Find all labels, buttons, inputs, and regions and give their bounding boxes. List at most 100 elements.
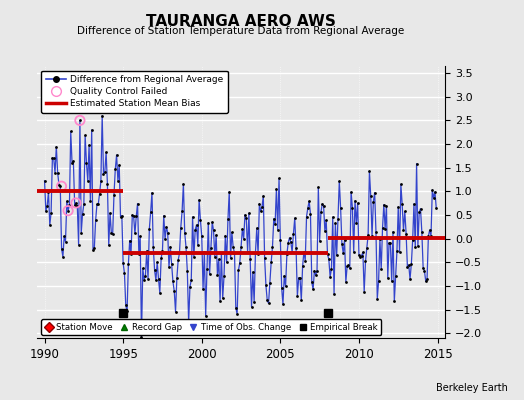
Point: [423, 276, 431, 282]
Point: [304, 205, 312, 211]
Point: [305, 198, 313, 204]
Point: [77, 230, 85, 236]
Point: [419, 264, 428, 271]
Point: [372, 229, 380, 236]
Point: [266, 280, 274, 286]
Point: [431, 188, 439, 195]
Point: [141, 272, 150, 279]
Point: [179, 181, 188, 187]
Point: [401, 208, 409, 214]
Point: [302, 213, 311, 220]
Point: [213, 272, 222, 279]
Point: [420, 268, 429, 274]
Point: [234, 267, 243, 274]
Point: [247, 304, 256, 310]
Point: [309, 286, 318, 293]
Point: [329, 214, 337, 220]
Point: [281, 283, 290, 290]
Point: [199, 286, 208, 292]
Point: [414, 243, 422, 249]
Point: [236, 260, 244, 266]
Point: [126, 237, 134, 244]
Point: [212, 232, 221, 238]
Point: [165, 264, 173, 271]
Point: [334, 216, 342, 222]
Point: [363, 244, 371, 251]
Point: [293, 293, 302, 299]
Point: [283, 251, 291, 257]
Point: [377, 266, 386, 272]
Point: [182, 244, 190, 250]
Point: [192, 222, 201, 228]
Point: [127, 251, 135, 258]
Point: [123, 308, 132, 315]
Point: [357, 252, 366, 259]
Point: [114, 177, 122, 184]
Point: [348, 204, 357, 211]
Point: [145, 226, 154, 232]
Point: [121, 270, 129, 276]
Point: [177, 224, 185, 231]
Point: [55, 182, 63, 188]
Point: [300, 248, 308, 255]
Point: [286, 235, 294, 241]
Point: [365, 168, 374, 175]
Point: [241, 212, 249, 218]
Point: [122, 302, 130, 308]
Point: [217, 250, 226, 256]
Point: [63, 198, 71, 204]
Point: [88, 127, 96, 133]
Point: [263, 297, 271, 304]
Point: [276, 236, 285, 243]
Point: [301, 257, 310, 264]
Point: [135, 250, 143, 257]
Point: [220, 273, 228, 280]
Point: [90, 245, 99, 252]
Point: [94, 201, 103, 208]
Point: [89, 246, 97, 253]
Point: [394, 204, 402, 210]
Point: [393, 248, 401, 255]
Point: [170, 288, 179, 294]
Point: [155, 276, 163, 282]
Point: [386, 240, 395, 246]
Point: [231, 250, 239, 256]
Point: [134, 200, 142, 207]
Point: [244, 248, 252, 255]
Point: [246, 256, 255, 262]
Point: [169, 278, 177, 285]
Point: [238, 226, 247, 232]
Point: [158, 248, 167, 254]
Point: [140, 276, 148, 283]
Point: [370, 189, 379, 196]
Point: [333, 252, 341, 259]
Point: [162, 224, 171, 230]
Point: [321, 228, 329, 234]
Point: [289, 230, 298, 237]
Point: [402, 230, 410, 237]
Point: [418, 229, 426, 235]
Point: [257, 208, 265, 214]
Point: [186, 283, 194, 290]
Point: [85, 142, 93, 148]
Point: [202, 313, 210, 319]
Point: [224, 216, 232, 222]
Point: [53, 169, 62, 176]
Point: [315, 238, 324, 244]
Point: [216, 298, 224, 304]
Text: Berkeley Earth: Berkeley Earth: [436, 383, 508, 393]
Point: [150, 267, 159, 273]
Point: [388, 278, 396, 284]
Point: [296, 274, 304, 281]
Point: [312, 272, 320, 278]
Point: [299, 263, 307, 269]
Point: [137, 334, 146, 340]
Point: [72, 200, 80, 206]
Point: [100, 170, 108, 177]
Point: [288, 249, 297, 255]
Point: [297, 297, 305, 304]
Point: [338, 241, 346, 247]
Point: [323, 251, 332, 258]
Point: [139, 265, 147, 272]
Point: [380, 202, 388, 208]
